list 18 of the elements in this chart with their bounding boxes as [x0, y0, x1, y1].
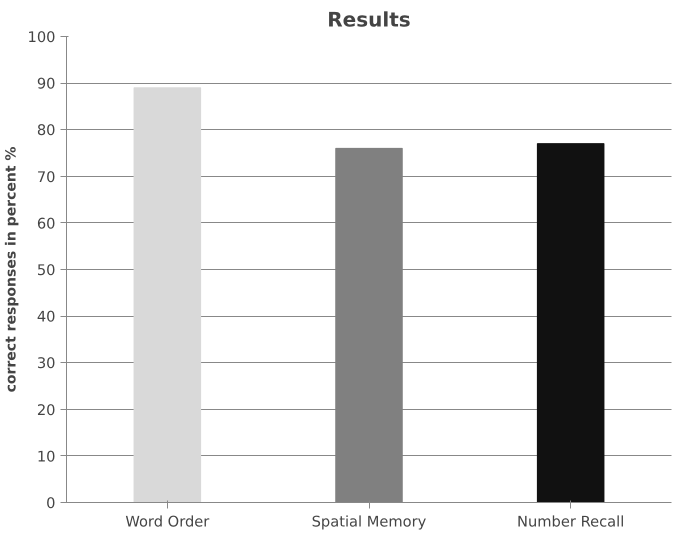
x-tick-label: Number Recall	[517, 514, 624, 530]
bar	[536, 143, 604, 502]
x-tick-label: Word Order	[125, 514, 210, 530]
y-axis-title: correct responses in percent %	[4, 146, 20, 392]
y-tick-label: 60	[36, 215, 56, 232]
y-tick-label: 20	[36, 402, 56, 419]
y-tick-label: 100	[28, 29, 56, 46]
x-tick-label: Spatial Memory	[312, 514, 427, 530]
y-tick-label: 40	[36, 308, 56, 326]
y-tick-label: 30	[36, 355, 56, 372]
y-tick-label: 10	[36, 448, 56, 466]
y-tick-label: 70	[36, 168, 56, 186]
chart-title: Results	[327, 8, 411, 32]
y-tick-label: 80	[36, 122, 56, 140]
y-tick-label: 50	[36, 262, 56, 279]
y-tick-label: 90	[36, 76, 56, 93]
y-tick-label: 0	[46, 495, 56, 512]
bar	[134, 87, 202, 502]
